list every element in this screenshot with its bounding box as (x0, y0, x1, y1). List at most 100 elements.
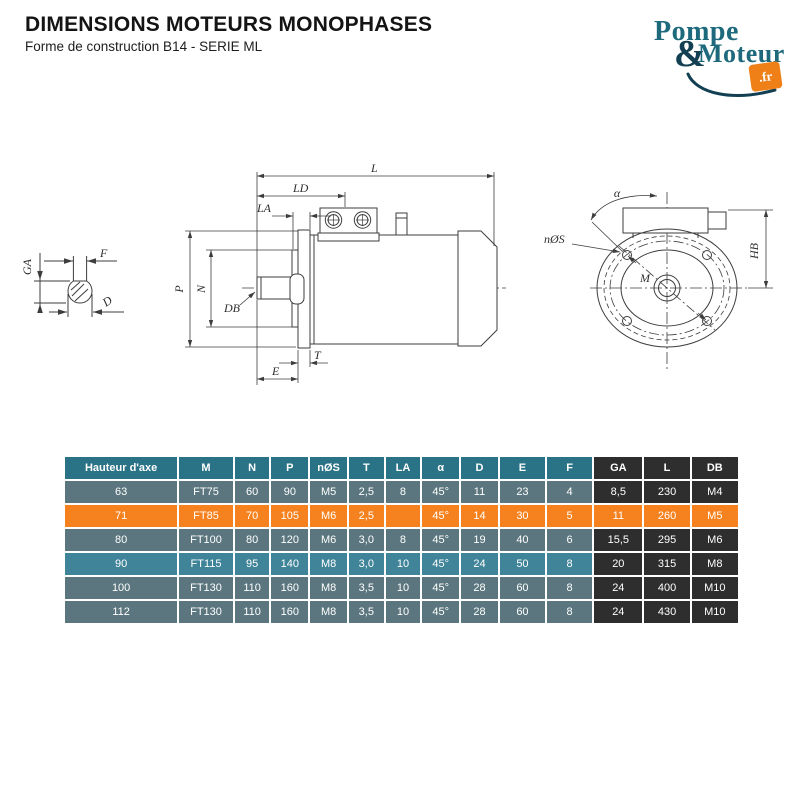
logo-swoosh (686, 72, 777, 97)
column-header: F (545, 455, 595, 481)
flange-front-view: α nØS M HB (544, 186, 773, 372)
column-header: α (420, 455, 462, 481)
table-body: 63 FT75 60 90 M5 2,5 8 45° 11 23 4 8,5 230 M4 71 FT85 70… (62, 479, 741, 625)
table-cell: 45° (420, 575, 462, 601)
table-cell: 45° (420, 527, 462, 553)
dim-label-d: D (99, 293, 115, 310)
table-cell: 105 (269, 503, 311, 529)
table-cell: FT130 (177, 575, 235, 601)
table-cell: 140 (269, 551, 311, 577)
column-header: M (177, 455, 235, 481)
table-cell: 11 (459, 479, 500, 505)
table-cell: 8 (545, 599, 595, 625)
table-cell: M6 (308, 527, 349, 553)
dim-label-e: E (271, 364, 280, 378)
table-cell: 8 (383, 479, 423, 505)
table-row: 112 FT130 110 160 M8 3,5 10 45° 28 60 8 24 430 M10 (62, 599, 741, 625)
column-header: T (346, 455, 386, 481)
table-cell: 3,5 (346, 575, 386, 601)
table-cell: 8 (383, 527, 423, 553)
table-cell: FT85 (177, 503, 235, 529)
table-cell: 60 (497, 575, 548, 601)
table-cell: 100 (62, 575, 180, 601)
table-cell: 24 (592, 599, 645, 625)
dim-label-t: T (314, 348, 322, 362)
table-cell: 45° (420, 551, 462, 577)
table-cell: 80 (232, 527, 272, 553)
column-header: P (269, 455, 311, 481)
page-subtitle: Forme de construction B14 - SERIE ML (25, 39, 263, 54)
table-cell: 5 (545, 503, 595, 529)
column-header: Hauteur d'axe (62, 455, 180, 481)
table-cell: M5 (308, 479, 349, 505)
table-cell: 50 (497, 551, 548, 577)
table-cell: 71 (62, 503, 180, 529)
column-header: D (459, 455, 500, 481)
table-cell: 28 (459, 575, 500, 601)
table-cell: 45° (420, 503, 462, 529)
motor-dimension-drawing: F GA D (20, 161, 773, 385)
table-cell (383, 503, 423, 529)
dim-label-p: P (172, 285, 186, 294)
column-header: N (232, 455, 272, 481)
table-cell: 6 (545, 527, 595, 553)
table-cell: 15,5 (592, 527, 645, 553)
column-header: L (642, 455, 692, 481)
table-cell: 10 (383, 599, 423, 625)
table-cell: 3,0 (346, 551, 386, 577)
dim-label-db: DB (223, 301, 241, 315)
logo-ampersand: & (674, 33, 706, 75)
table-cell: 4 (545, 479, 595, 505)
table-cell: 3,5 (346, 599, 386, 625)
table-cell: 40 (497, 527, 548, 553)
dim-label-la: LA (256, 201, 272, 215)
dim-label-ga: GA (20, 258, 34, 275)
table-cell: M6 (689, 527, 741, 553)
table-cell: 19 (459, 527, 500, 553)
table-cell: 20 (592, 551, 645, 577)
column-header: nØS (308, 455, 349, 481)
table-cell: 80 (62, 527, 180, 553)
table-cell: FT100 (177, 527, 235, 553)
logo-fr-badge: .fr (748, 60, 783, 93)
table-cell: 45° (420, 479, 462, 505)
table-cell: 28 (459, 599, 500, 625)
table-cell: 8,5 (592, 479, 645, 505)
dim-label-f: F (99, 246, 108, 260)
table-cell: 295 (642, 527, 692, 553)
table-cell: 3,0 (346, 527, 386, 553)
table-cell: M8 (689, 551, 741, 577)
table-cell: M10 (689, 575, 741, 601)
table-row: 100 FT130 110 160 M8 3,5 10 45° 28 60 8 24 400 M10 (62, 575, 741, 601)
table-cell: M6 (308, 503, 349, 529)
dim-label-m: M (639, 271, 651, 285)
table-cell: M8 (308, 599, 349, 625)
pompe-moteur-logo: Pompe & Moteur .fr (638, 8, 796, 103)
table-cell: M4 (689, 479, 741, 505)
dim-label-l: L (370, 161, 378, 175)
table-cell: 30 (497, 503, 548, 529)
table-cell: 45° (420, 599, 462, 625)
table-cell: M8 (308, 575, 349, 601)
table-row: 90 FT115 95 140 M8 3,0 10 45° 24 50 8 20 315 M8 (62, 551, 741, 577)
table-cell: 10 (383, 551, 423, 577)
table-cell: 160 (269, 599, 311, 625)
table-cell: 112 (62, 599, 180, 625)
table-cell: 90 (62, 551, 180, 577)
table-cell: 2,5 (346, 503, 386, 529)
title-block: DIMENSIONS MOTEURS MONOPHASES Forme de c… (25, 13, 432, 54)
page-title: DIMENSIONS MOTEURS MONOPHASES (25, 13, 433, 36)
table-cell: 160 (269, 575, 311, 601)
table-cell: FT75 (177, 479, 235, 505)
table-cell: 260 (642, 503, 692, 529)
logo-word-pompe: Pompe (654, 16, 739, 47)
table-cell: 315 (642, 551, 692, 577)
table-row: 80 FT100 80 120 M6 3,0 8 45° 19 40 6 15,5 295 M6 (62, 527, 741, 553)
table-cell: M8 (308, 551, 349, 577)
table-cell: 120 (269, 527, 311, 553)
table-cell: 10 (383, 575, 423, 601)
dim-label-alpha: α (614, 186, 621, 200)
column-header: DB (689, 455, 741, 481)
